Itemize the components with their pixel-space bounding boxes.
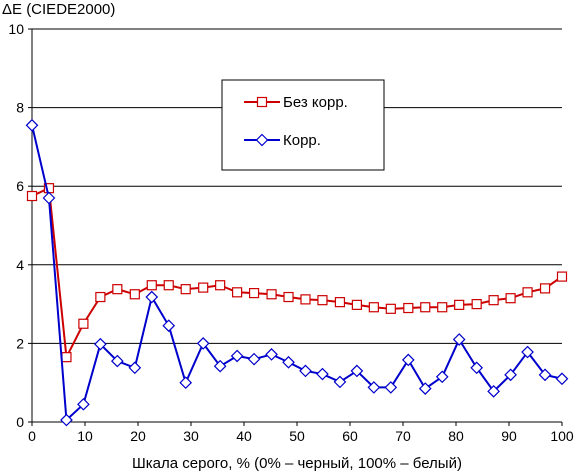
data-point [333, 375, 347, 389]
data-point [26, 190, 38, 202]
data-point [522, 287, 533, 298]
x-tick-label: 90 [501, 428, 517, 444]
y-axis-ticks: 0 2 4 6 8 10 [8, 21, 32, 430]
data-point [300, 294, 311, 305]
data-point [94, 337, 107, 351]
data-point [215, 280, 226, 291]
x-axis-label: Шкала серого, % (0% – черный, 100% – бел… [132, 455, 462, 472]
x-tick-label: 20 [130, 428, 146, 444]
legend: Без корр. Корр. [221, 79, 385, 171]
data-point [112, 284, 123, 295]
data-point [505, 293, 516, 304]
legend-label: Без корр. [283, 94, 348, 111]
x-tick-label: 50 [289, 428, 305, 444]
data-point [367, 381, 381, 394]
x-tick-label: 30 [183, 428, 199, 444]
data-point [385, 303, 396, 314]
data-point [403, 302, 414, 314]
data-point [317, 295, 328, 306]
data-point [454, 299, 465, 310]
data-point [213, 359, 227, 373]
legend-entry: Корр. [244, 132, 321, 149]
data-point [77, 397, 90, 411]
series-layer [25, 118, 569, 427]
data-point [334, 297, 346, 308]
series-2 [25, 118, 569, 427]
x-tick-label: 0 [28, 428, 36, 444]
data-point [316, 367, 329, 381]
data-point [232, 287, 243, 298]
data-point [163, 280, 174, 291]
y-tick-label: 6 [16, 178, 24, 194]
data-point [230, 349, 244, 363]
data-point [283, 291, 294, 303]
x-tick-label: 10 [77, 428, 93, 444]
data-point [538, 368, 552, 382]
data-point [146, 280, 157, 291]
data-point [198, 282, 209, 293]
legend-label: Корр. [283, 132, 321, 149]
data-point [471, 299, 482, 310]
data-point [452, 333, 466, 346]
data-point [521, 345, 534, 359]
legend-entry: Без корр. [244, 94, 348, 111]
x-tick-label: 70 [395, 428, 411, 444]
data-point [350, 364, 364, 378]
data-point [384, 381, 398, 394]
data-point [266, 289, 277, 300]
data-point [78, 318, 89, 329]
data-point [351, 299, 362, 310]
data-point [248, 287, 260, 299]
y-tick-label: 8 [16, 100, 24, 116]
legend-box [221, 79, 385, 171]
x-tick-label: 40 [236, 428, 252, 444]
data-point [110, 354, 124, 368]
data-point [196, 337, 210, 350]
data-point [128, 361, 142, 375]
data-point [247, 352, 261, 366]
y-tick-label: 0 [16, 414, 24, 430]
x-tick-label: 100 [550, 428, 574, 444]
data-point [418, 382, 432, 395]
x-tick-label: 60 [342, 428, 358, 444]
data-point [61, 352, 72, 363]
data-point [162, 319, 176, 333]
data-point [145, 290, 159, 304]
data-point [556, 271, 568, 282]
x-axis-ticks: 0 10 20 30 40 50 60 70 80 90 100 [28, 422, 574, 444]
legend-marker [255, 133, 269, 147]
data-point [504, 368, 517, 382]
y-tick-label: 4 [16, 257, 24, 273]
data-point [555, 372, 569, 386]
data-point [437, 302, 448, 313]
data-point [42, 191, 56, 205]
series-1 [26, 183, 568, 363]
data-point [487, 384, 500, 398]
data-point [435, 370, 449, 384]
legend-marker [256, 96, 268, 108]
data-point [539, 283, 551, 294]
data-point [129, 289, 140, 300]
data-point [25, 118, 39, 132]
data-point [180, 284, 191, 295]
data-point [420, 302, 431, 313]
data-point [282, 355, 295, 369]
data-point [488, 295, 499, 306]
data-point [95, 291, 106, 303]
y-tick-label: 10 [8, 21, 24, 37]
y-axis-label: ΔE (CIEDE2000) [2, 1, 115, 18]
data-point [60, 413, 73, 427]
data-point [179, 376, 193, 390]
data-point [470, 361, 484, 375]
data-point [368, 302, 379, 313]
data-point [299, 364, 312, 378]
data-point [401, 353, 415, 367]
data-point [265, 348, 278, 361]
x-tick-label: 80 [448, 428, 464, 444]
y-tick-label: 2 [16, 335, 24, 351]
